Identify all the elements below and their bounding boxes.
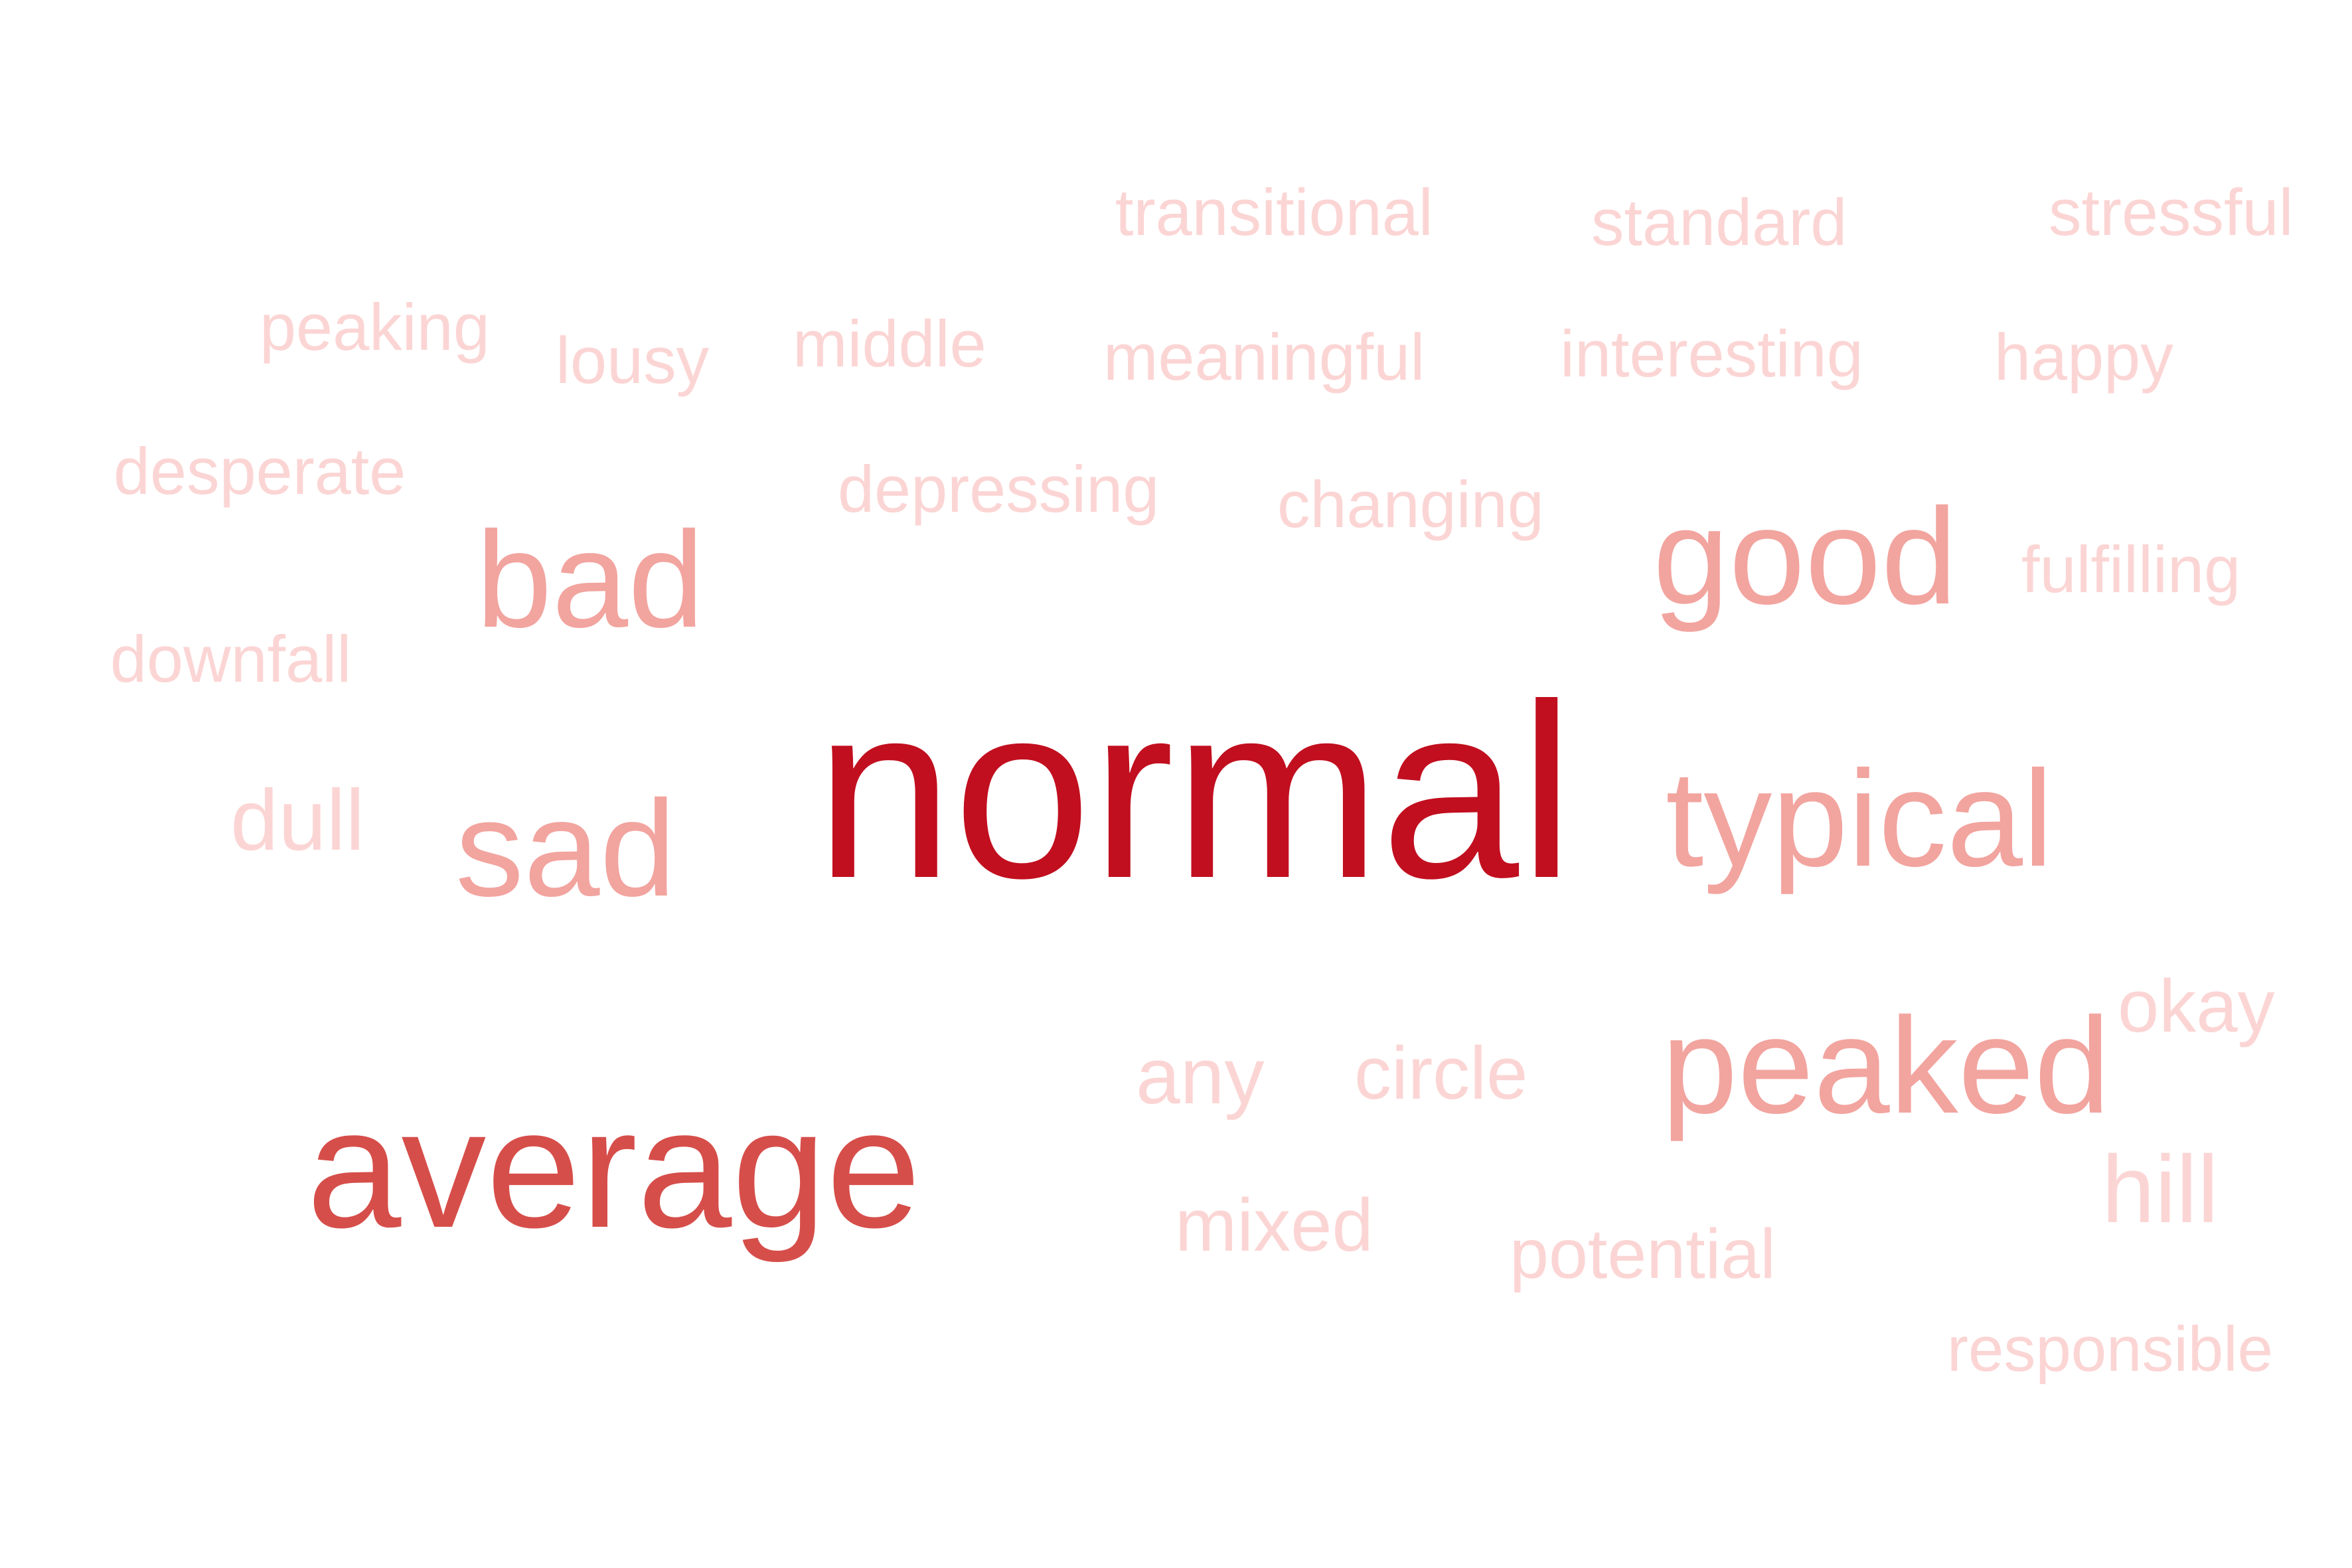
word-good: good — [1653, 480, 1958, 633]
word-happy: happy — [1994, 320, 2173, 394]
word-downfall: downfall — [110, 622, 352, 696]
word-dull: dull — [230, 771, 365, 868]
word-middle: middle — [793, 307, 986, 380]
word-mixed: mixed — [1175, 1184, 1373, 1267]
word-average: average — [307, 1073, 921, 1263]
word-any: any — [1136, 1032, 1265, 1121]
word-depressing: depressing — [838, 452, 1160, 526]
word-potential: potential — [1510, 1215, 1776, 1293]
word-transitional: transitional — [1115, 175, 1433, 249]
word-hill: hill — [2102, 1136, 2219, 1243]
word-interesting: interesting — [1560, 317, 1863, 390]
word-circle: circle — [1354, 1032, 1528, 1115]
word-lousy: lousy — [556, 323, 710, 397]
word-fulfilling: fulfilling — [2021, 532, 2241, 606]
word-typical: typical — [1666, 742, 2053, 895]
word-bad: bad — [476, 503, 704, 656]
word-responsible: responsible — [1947, 1314, 2273, 1385]
word-peaked: peaked — [1662, 989, 2110, 1142]
word-peaking: peaking — [260, 290, 490, 364]
word-stressful: stressful — [2049, 175, 2294, 249]
word-normal: normal — [815, 653, 1575, 930]
word-changing: changing — [1277, 467, 1544, 541]
word-sad: sad — [455, 772, 676, 925]
word-meaningful: meaningful — [1103, 320, 1425, 394]
word-desperate: desperate — [114, 434, 406, 508]
word-okay: okay — [2118, 965, 2275, 1048]
word-standard: standard — [1591, 185, 1847, 259]
